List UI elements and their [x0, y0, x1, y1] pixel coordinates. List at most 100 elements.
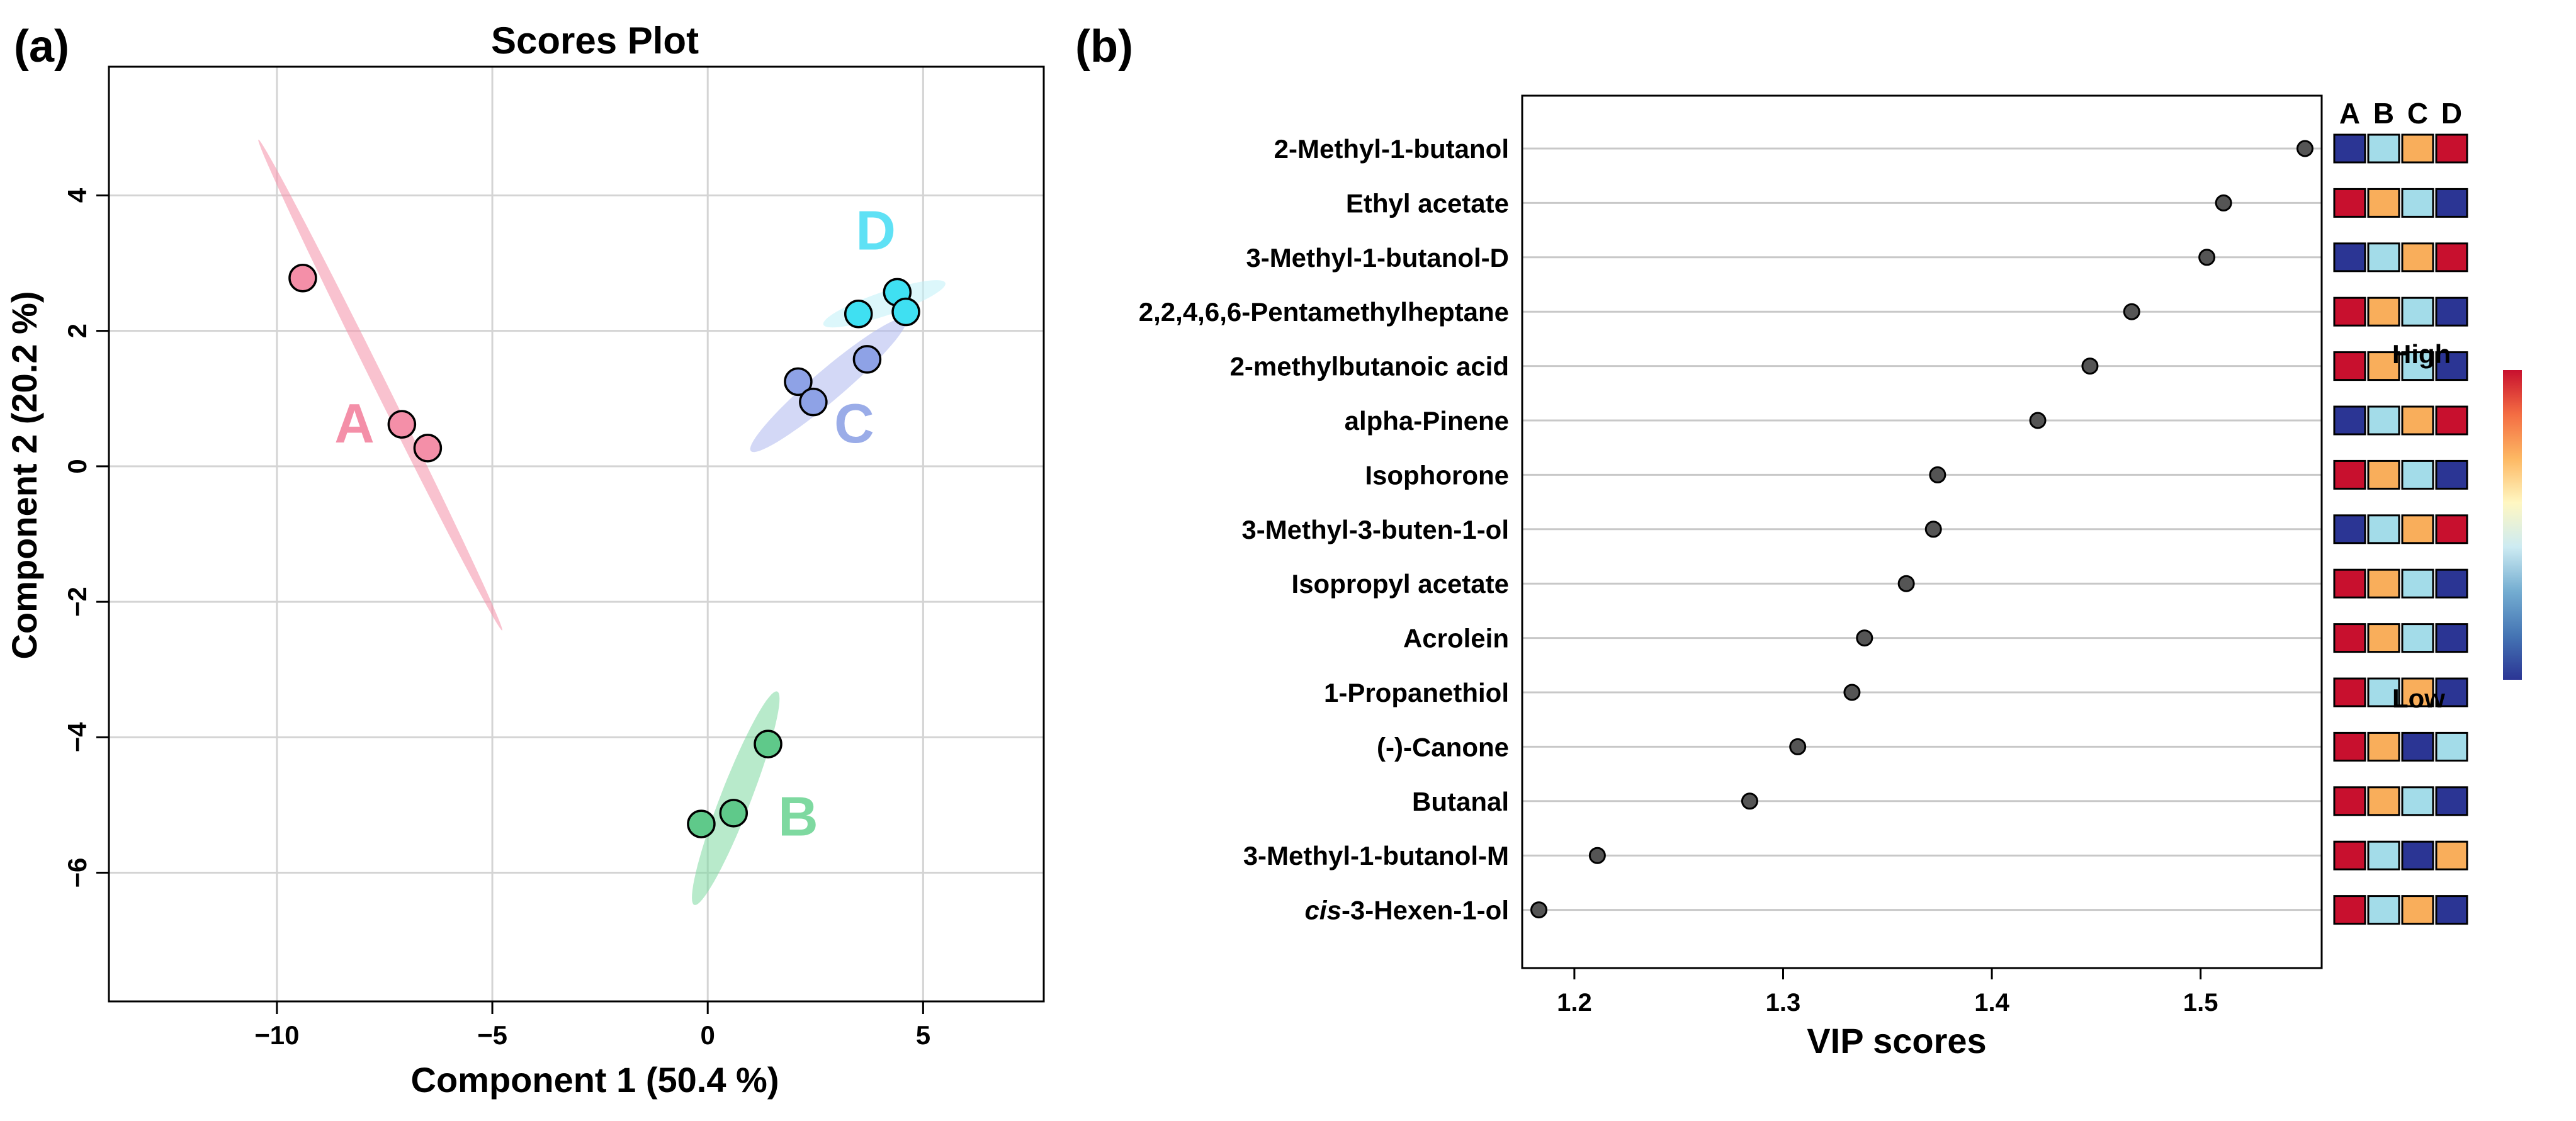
heatmap-cell [2367, 296, 2400, 327]
heatmap-cell [2435, 895, 2468, 925]
vip-x-axis-label: VIP scores [1807, 1021, 1986, 1061]
x-tick-label: 1.5 [2183, 989, 2218, 1017]
feature-name: 2-methylbutanoic acid [1230, 352, 1509, 381]
feature-name: 3-Methyl-1-butanol-D [1246, 243, 1509, 273]
heatmap-cell [2435, 677, 2468, 707]
heatmap-cell [2333, 242, 2366, 273]
heatmap-header-d: D [2441, 97, 2462, 130]
heatmap-cells [2333, 133, 2468, 925]
scores-plot-grid [109, 67, 1044, 1001]
scores-points [288, 263, 920, 838]
heatmap-cell [2401, 296, 2434, 327]
scores-plot-title: Scores Plot [491, 20, 699, 62]
heatmap-cell [2435, 786, 2468, 816]
feature-name: Butanal [1412, 787, 1509, 816]
heatmap-cell [2401, 405, 2434, 436]
score-point-a [288, 263, 317, 293]
scores-y-ticks: −6 −4 −2 0 2 4 [62, 188, 109, 887]
heatmap-cell [2333, 623, 2366, 653]
heatmap-cell [2401, 786, 2434, 816]
heatmap-cell [2401, 459, 2434, 490]
feature-name: Ethyl acetate [1346, 188, 1509, 218]
heatmap-cell [2333, 677, 2366, 707]
group-label-d: D [856, 200, 896, 262]
vip-point [2296, 140, 2313, 157]
heatmap-cell [2435, 133, 2468, 164]
vip-point [1530, 901, 1548, 919]
scores-y-axis-label: Component 2 (20.2 %) [4, 291, 44, 660]
score-point-c [852, 345, 882, 374]
score-point-a [413, 434, 443, 463]
group-label-b: B [778, 785, 818, 847]
heatmap-cell [2367, 568, 2400, 599]
heatmap-cell [2367, 786, 2400, 816]
heatmap-cell [2367, 242, 2400, 273]
colorbar: High Low [2392, 339, 2522, 713]
heatmap-cell [2367, 731, 2400, 762]
feature-name: 2,2,4,6,6-Pentamethylheptane [1139, 297, 1509, 327]
vip-point [1856, 629, 1873, 647]
heatmap-cell [2435, 351, 2468, 381]
y-tick-label: 2 [62, 324, 92, 338]
heatmap-header-a: A [2339, 97, 2360, 130]
feature-name: Isophorone [1365, 460, 1509, 490]
heatmap-cell [2333, 405, 2366, 436]
score-point-d [891, 297, 920, 327]
heatmap-cell [2367, 188, 2400, 218]
heatmap-cell [2367, 133, 2400, 164]
confidence-ellipse-c [750, 318, 907, 453]
heatmap-cell [2333, 188, 2366, 218]
y-tick-label: 4 [62, 188, 92, 203]
heatmap-header-b: B [2373, 97, 2394, 130]
vip-point [2123, 303, 2140, 320]
heatmap-cell [2401, 351, 2434, 381]
score-point-a [387, 410, 417, 439]
panel-a-label: (a) [14, 21, 69, 72]
feature-name: 2-Methyl-1-butanol [1274, 134, 1509, 164]
heatmap-cell [2435, 296, 2468, 327]
score-point-b [719, 799, 749, 828]
vip-point [1789, 738, 1807, 755]
heatmap-cell [2333, 840, 2366, 870]
score-point-b [687, 809, 716, 838]
heatmap-cell [2333, 568, 2366, 599]
heatmap-cell [2367, 840, 2400, 870]
scores-plot-frame [108, 65, 1045, 1003]
score-point-d [844, 300, 873, 329]
heatmap-cell [2333, 296, 2366, 327]
y-tick-label: 0 [62, 459, 92, 473]
scores-plot-panel: (a) Scores Plot A B C D −10 −5 0 5 −6 −4 −2 0 2 4 C… [4, 20, 1045, 1100]
score-point-c [784, 367, 813, 397]
colorbar-low-label: Low [2392, 684, 2445, 713]
y-tick-label: −2 [62, 587, 92, 617]
score-point-b [754, 729, 782, 758]
heatmap-cell [2401, 133, 2434, 164]
vip-point [1741, 792, 1758, 810]
heatmap-cell [2333, 895, 2366, 925]
heatmap-cell [2367, 895, 2400, 925]
group-labels: A B C D [334, 200, 896, 848]
vip-point [1843, 684, 1861, 701]
heatmap-cell [2401, 514, 2434, 544]
scores-x-axis-label: Component 1 (50.4 %) [411, 1060, 779, 1100]
heatmap-cell [2435, 568, 2468, 599]
group-label-a: A [334, 392, 375, 454]
heatmap-cell [2333, 731, 2366, 762]
vip-point [2198, 249, 2216, 266]
heatmap-cell [2401, 242, 2434, 273]
vip-x-ticks: 1.2 1.3 1.4 1.5 [1557, 968, 2218, 1017]
heatmap-cell [2367, 514, 2400, 544]
group-ellipses [258, 139, 946, 905]
feature-name: Acrolein [1403, 624, 1509, 653]
heatmap-cell [2435, 242, 2468, 273]
heatmap-cell [2435, 459, 2468, 490]
heatmap-cell [2435, 188, 2468, 218]
heatmap-cell [2367, 677, 2400, 707]
heatmap-cell [2401, 895, 2434, 925]
heatmap-cell [2401, 731, 2434, 762]
x-tick-label: 1.2 [1557, 989, 1592, 1017]
vip-plot-panel: (b) 2-Methyl-1-butanol Ethyl acetate 3-Met… [1075, 21, 2522, 1061]
heatmap-cell [2435, 731, 2468, 762]
scores-x-ticks: −10 −5 0 5 [254, 1001, 930, 1050]
feature-name: 3-Methyl-1-butanol-M [1243, 841, 1509, 870]
